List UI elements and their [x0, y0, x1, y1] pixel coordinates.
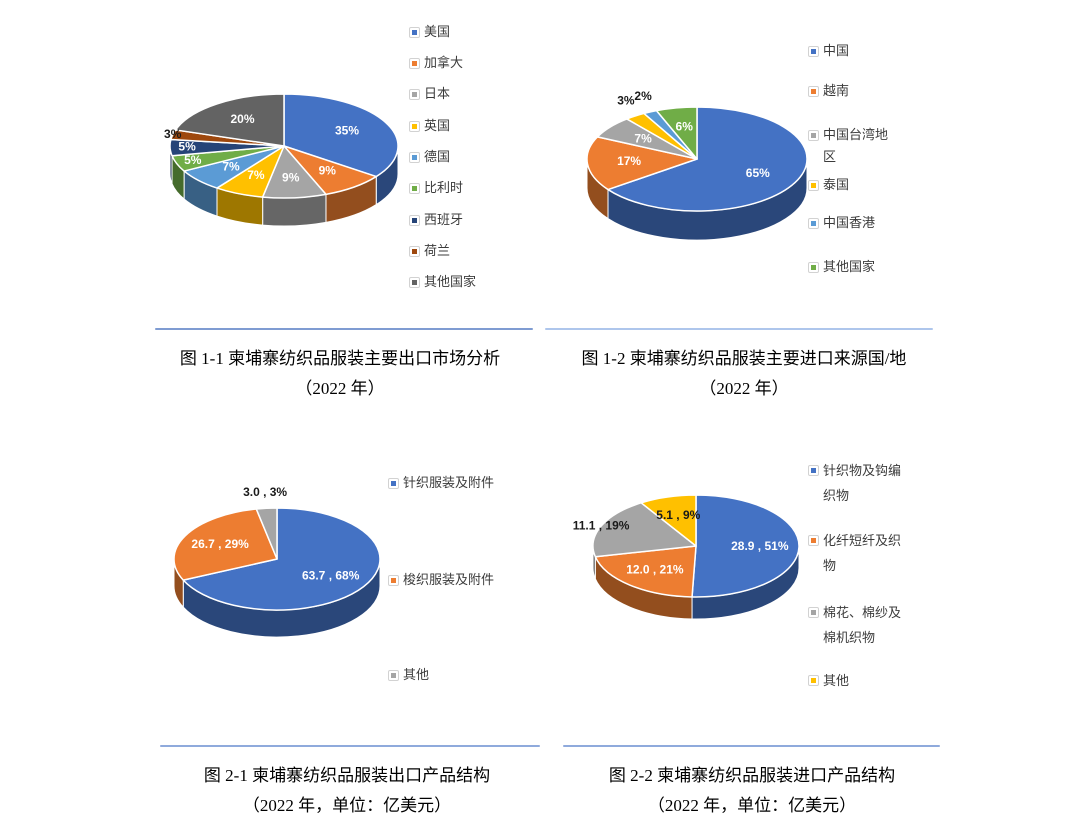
- caption-line: （2022 年）: [699, 379, 789, 398]
- caption-line: （2022 年）: [295, 379, 385, 398]
- pie-data-label: 63.7 , 68%: [302, 568, 360, 582]
- pie-data-label: 7%: [247, 168, 265, 182]
- caption-line: 图 1-1 柬埔寨纺织品服装主要出口市场分析: [179, 349, 501, 368]
- pie-slice-side: [262, 193, 327, 227]
- pie-data-label: 2%: [634, 89, 652, 103]
- pie-slice: [586, 136, 698, 191]
- pie-slice: [607, 106, 808, 212]
- pie-chart-3: 63.7 , 68% 26.7 , 29% 3.0 , 3%: [173, 485, 381, 638]
- pie-chart-4: 28.9 , 51% 12.0 , 21% 11.1 , 19% 5.1 , 9%: [573, 494, 800, 620]
- pie-data-label: 12.0 , 21%: [626, 562, 684, 576]
- caption-divider: [160, 745, 540, 747]
- pie-chart-1: 35% 9% 9% 7% 7% 5%5%3% 20%: [164, 93, 399, 227]
- pie-slice: [691, 494, 800, 598]
- figure-caption-2: 图 1-2 柬埔寨纺织品服装主要进口来源国/地 （2022 年）: [544, 344, 944, 404]
- pie-data-label: 3%: [617, 94, 635, 108]
- pie-slice: [640, 494, 697, 547]
- pie-slice: [255, 507, 278, 560]
- pie-slice: [594, 545, 697, 598]
- pie-data-label: 20%: [230, 112, 254, 126]
- pie-slice: [174, 93, 285, 147]
- pie-slice: [182, 507, 381, 611]
- figure-caption-1: 图 1-1 柬埔寨纺织品服装主要出口市场分析 （2022 年）: [140, 344, 540, 404]
- pie-data-label: 5%: [178, 140, 196, 154]
- pie-slice: [173, 508, 278, 581]
- pie-data-label: 17%: [617, 154, 641, 168]
- pie-slice: [283, 93, 399, 178]
- caption-line: 图 1-2 柬埔寨纺织品服装主要进口来源国/地: [581, 349, 907, 368]
- pie-data-label: 6%: [676, 119, 694, 133]
- pie-data-label: 9%: [282, 170, 300, 184]
- pie-data-label: 7%: [634, 131, 652, 145]
- pie-data-label: 26.7 , 29%: [191, 537, 249, 551]
- caption-divider: [155, 328, 533, 330]
- caption-divider: [563, 745, 940, 747]
- pie-slice: [655, 106, 698, 160]
- pie-data-label: 28.9 , 51%: [731, 539, 789, 553]
- pie-data-label: 11.1 , 19%: [573, 518, 630, 532]
- figure-caption-4: 图 2-2 柬埔寨纺织品服装进口产品结构 （2022 年，单位：亿美元）: [552, 761, 952, 821]
- pie-data-label: 7%: [222, 159, 240, 173]
- caption-divider: [545, 328, 933, 330]
- pie-data-label: 3%: [164, 127, 182, 141]
- caption-line: 图 2-2 柬埔寨纺织品服装进口产品结构: [608, 766, 896, 785]
- pie-slice: [592, 502, 697, 558]
- caption-line: （2022 年，单位：亿美元）: [242, 796, 452, 815]
- pie-data-label: 5%: [184, 153, 202, 167]
- pie-data-label: 5.1 , 9%: [656, 508, 700, 522]
- caption-line: （2022 年，单位：亿美元）: [647, 796, 857, 815]
- figure-caption-3: 图 2-1 柬埔寨纺织品服装出口产品结构 （2022 年，单位：亿美元）: [147, 761, 547, 821]
- pie-data-label: 35%: [335, 124, 359, 138]
- caption-line: 图 2-1 柬埔寨纺织品服装出口产品结构: [203, 766, 491, 785]
- pie-data-label: 3.0 , 3%: [243, 485, 287, 499]
- pie-data-label: 9%: [319, 164, 337, 178]
- pie-data-label: 65%: [746, 166, 770, 180]
- pie-chart-2: 65% 17% 7% 3% 2% 6%: [586, 89, 808, 241]
